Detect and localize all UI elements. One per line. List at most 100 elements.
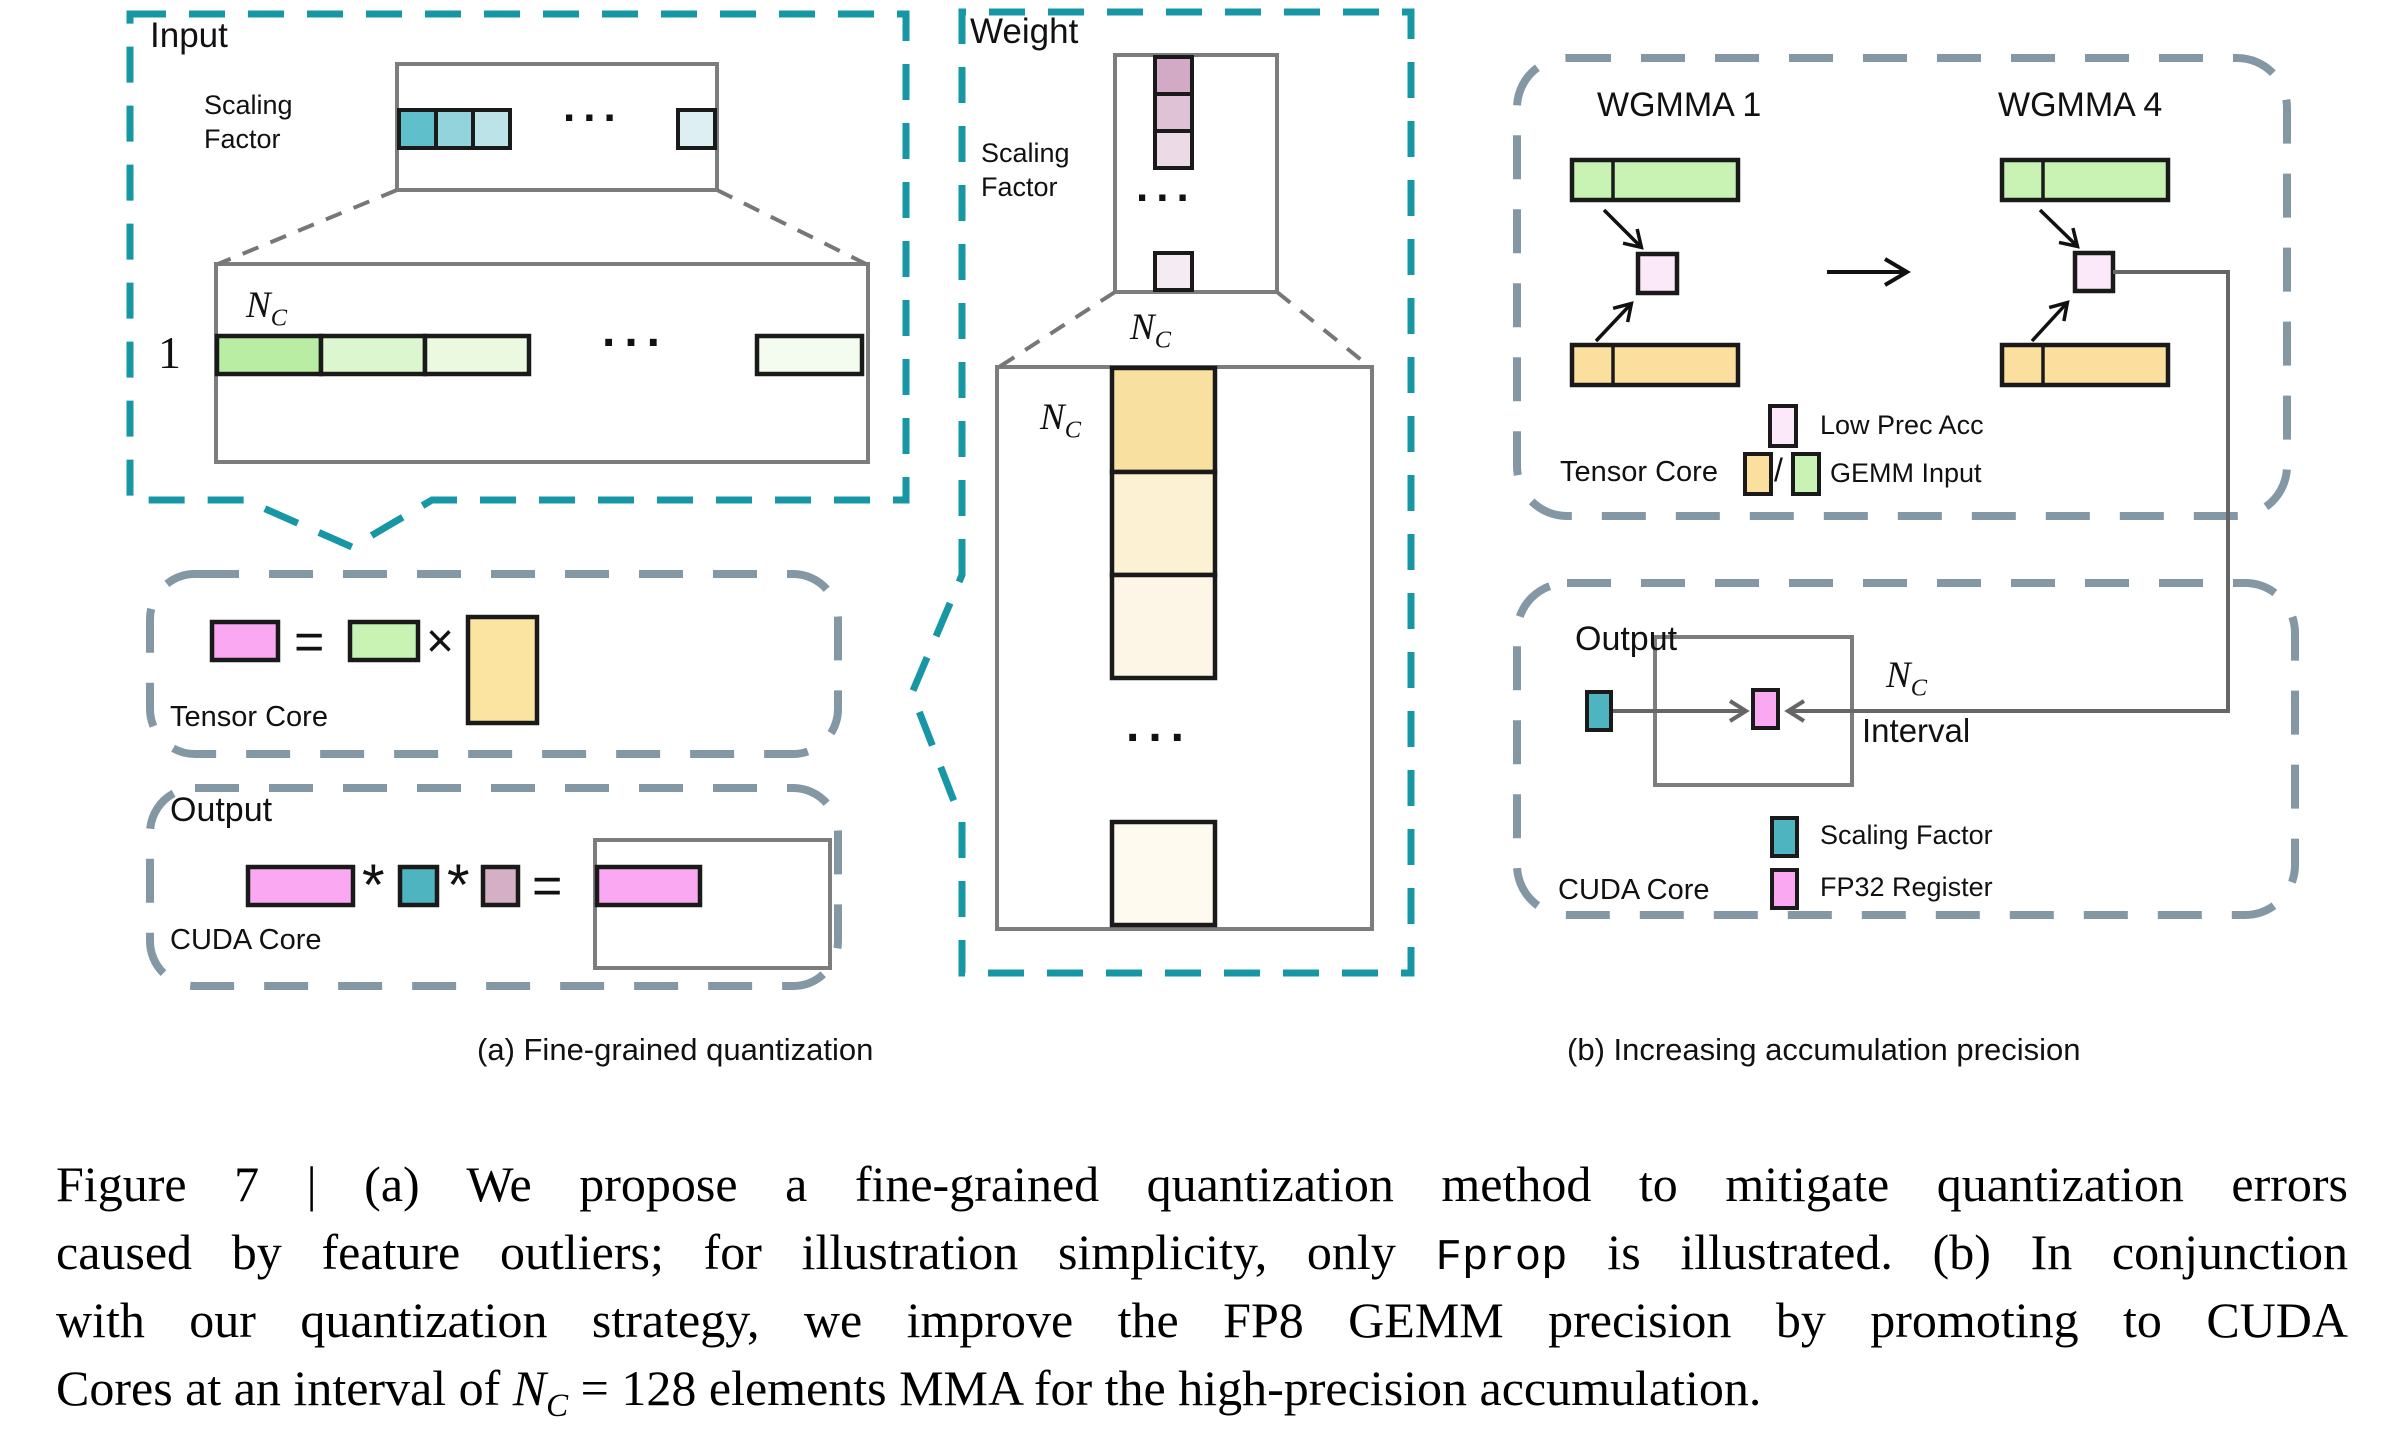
weight-col-cell-2 xyxy=(1109,469,1218,578)
weight-sf-label-line1: Scaling xyxy=(981,138,1070,168)
input-sf-cell-3 xyxy=(471,108,512,150)
nc-symbol: N xyxy=(1886,655,1911,696)
wgmma4-arrow-bottom xyxy=(2030,300,2070,343)
out-a-star-1: * xyxy=(362,853,385,918)
weight-scaling-factor-box xyxy=(1113,53,1279,294)
weight-zoom-line-right xyxy=(1275,290,1372,369)
legend-gemm-green-swatch xyxy=(1791,452,1821,496)
nc-subscript: C xyxy=(1910,674,1927,702)
caption-text: caused by feature outliers; for illustra… xyxy=(56,1224,1436,1280)
weight-sf-cell-4 xyxy=(1153,251,1194,292)
input-row-index: 1 xyxy=(158,327,181,378)
weight-col-cell-1 xyxy=(1109,365,1218,475)
tensor-core-a-label: Tensor Core xyxy=(170,701,328,733)
caption-nc-subscript: C xyxy=(546,1388,569,1424)
figure-caption-line-4: Cores at an interval of NC = 128 element… xyxy=(56,1354,2348,1440)
out-a-equals-sign: = xyxy=(532,857,563,915)
input-dashed-border xyxy=(126,10,910,551)
figure-caption-line-1: Figure 7 | (a) We propose a fine-grained… xyxy=(56,1150,2348,1218)
weight-dashed-border xyxy=(908,8,1415,977)
output-a-dashed-border xyxy=(146,784,842,990)
nc-subscript: C xyxy=(270,304,287,332)
cuda-core-b-label: CUDA Core xyxy=(1558,874,1710,906)
nc-subscript: C xyxy=(1154,326,1171,354)
legend-scaling-factor-swatch xyxy=(1770,816,1799,858)
output-b-nc-label: NC xyxy=(1886,654,1927,702)
legend-low-prec-label: Low Prec Acc xyxy=(1820,410,1984,440)
weight-sf-cell-1 xyxy=(1153,55,1194,96)
wgmma1-acc-box xyxy=(1635,251,1680,296)
figure-caption-line-3: with our quantization strategy, we impro… xyxy=(56,1286,2348,1354)
caption-nc-symbol: N xyxy=(512,1360,547,1416)
out-a-star-2: * xyxy=(447,853,470,918)
input-sf-label-line1: Scaling xyxy=(204,90,293,120)
out-a-weight-scale-rect xyxy=(480,864,521,908)
nc-symbol: N xyxy=(1130,307,1155,348)
caption-a: (a) Fine-grained quantization xyxy=(477,1032,874,1067)
weight-col-ellipsis: ... xyxy=(1126,699,1194,752)
input-row-cell-3 xyxy=(422,333,532,377)
input-sf-label-line2: Factor xyxy=(204,124,281,154)
figure-caption-line-2: caused by feature outliers; for illustra… xyxy=(56,1218,2348,1292)
wgmma4-acc-box xyxy=(2072,250,2116,294)
tc-times-sign: × xyxy=(426,615,455,668)
input-nc-label: NC xyxy=(246,284,287,332)
out-a-product-rect xyxy=(245,864,356,908)
out-a-input-scale-rect xyxy=(397,864,440,908)
weight-nc-top-label: NC xyxy=(1130,306,1171,354)
input-zoom-line-left xyxy=(217,188,398,266)
weight-col-cell-3 xyxy=(1109,572,1218,681)
weight-sf-cell-3 xyxy=(1153,129,1194,170)
weight-sf-cell-2 xyxy=(1153,92,1194,133)
legend-fp32-label: FP32 Register xyxy=(1820,872,1993,902)
input-scaling-factor-label: Scaling Factor xyxy=(204,88,293,156)
tensor-core-b-label: Tensor Core xyxy=(1560,456,1718,488)
input-row-cell-2 xyxy=(318,333,428,377)
caption-text: is illustrated. (b) In conjunction xyxy=(1567,1224,2348,1280)
wgmma1-input-b-bar xyxy=(1569,342,1741,388)
weight-sf-ellipsis: ... xyxy=(1136,162,1197,211)
weight-zoom-line-left xyxy=(997,290,1117,369)
out-b-fp32-square xyxy=(1751,688,1780,730)
interval-label: Interval xyxy=(1862,712,1971,749)
weight-scaling-factor-label: Scaling Factor xyxy=(981,136,1070,204)
wgmma4-arrow-top xyxy=(2038,208,2080,249)
out-b-scaling-square xyxy=(1585,690,1613,732)
weight-panel-title: Weight xyxy=(970,12,1079,51)
tc-result-rect xyxy=(209,619,281,663)
wgmma1-label: WGMMA 1 xyxy=(1597,86,1762,124)
input-sf-cell-1 xyxy=(397,108,438,150)
input-sf-ellipsis: ... xyxy=(563,82,624,131)
wgmma1-input-a-bar xyxy=(1569,157,1741,203)
input-row-cell-1 xyxy=(214,333,324,377)
input-zoom-line-right xyxy=(716,188,867,266)
caption-b: (b) Increasing accumulation precision xyxy=(1567,1032,2081,1067)
output-a-label: Output xyxy=(170,791,273,829)
nc-subscript: C xyxy=(1064,416,1081,444)
legend-gemm-input-label: GEMM Input xyxy=(1830,458,1982,488)
weight-col-cell-4 xyxy=(1109,819,1218,928)
legend-gemm-orange-swatch xyxy=(1743,452,1773,496)
wgmma4-input-a-bar xyxy=(1999,157,2171,203)
weight-sf-label-line2: Factor xyxy=(981,172,1058,202)
caption-text: with our quantization strategy, we impro… xyxy=(56,1292,2348,1348)
caption-code-fprop: Fprop xyxy=(1435,1233,1568,1283)
cuda-core-a-label: CUDA Core xyxy=(170,924,322,956)
weight-nc-left-label: NC xyxy=(1040,396,1081,444)
wgmma4-label: WGMMA 4 xyxy=(1998,86,2163,124)
tensor-core-a-dashed-border xyxy=(146,570,842,758)
tc-input-rect xyxy=(347,619,421,663)
input-sf-cell-2 xyxy=(434,108,475,150)
nc-symbol: N xyxy=(246,285,271,326)
wgmma1-arrow-top xyxy=(1602,208,1644,250)
output-b-label: Output xyxy=(1575,620,1678,658)
caption-text: Figure 7 | (a) We propose a fine-grained… xyxy=(56,1156,2348,1212)
output-b-dashed-border xyxy=(1513,579,2299,919)
wgmma4-input-b-bar xyxy=(1999,342,2171,388)
wgmma1-arrow-bottom xyxy=(1594,301,1634,343)
caption-text: = 128 elements MMA for the high-precisio… xyxy=(568,1360,1762,1416)
input-row-ellipsis: ... xyxy=(602,304,670,357)
legend-slash: / xyxy=(1774,452,1783,488)
